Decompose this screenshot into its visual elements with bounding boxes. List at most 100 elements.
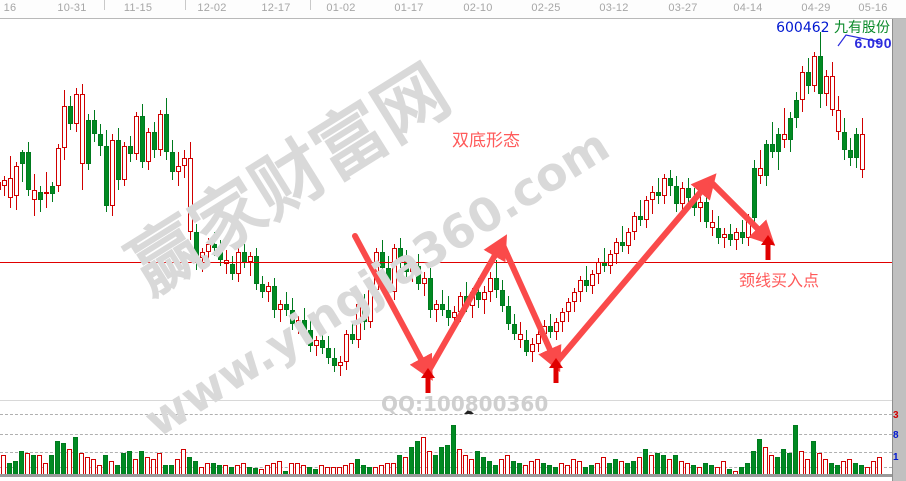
candle (620, 226, 625, 252)
candle-body (650, 192, 655, 200)
candle (572, 288, 577, 312)
candle-body (38, 192, 43, 200)
candle (734, 228, 739, 250)
candle-body (356, 304, 361, 340)
volume-bar (181, 449, 186, 477)
neckline-level (0, 262, 892, 263)
candle (308, 320, 313, 352)
volume-bar (73, 437, 78, 477)
candle-body (386, 268, 391, 292)
candle-body (164, 114, 169, 152)
candle (536, 330, 541, 352)
candle (764, 140, 769, 186)
candle (698, 196, 703, 222)
candle (92, 110, 97, 142)
candle (476, 278, 481, 308)
candle-wick (772, 122, 773, 158)
candle-body (488, 278, 493, 292)
candle-body (842, 132, 847, 150)
volume-bar (445, 445, 450, 477)
candle-body (296, 320, 301, 324)
candle-body (230, 264, 235, 274)
volume-pane[interactable] (0, 400, 892, 481)
candle-body (272, 286, 277, 310)
volume-bar (421, 437, 426, 477)
candle (152, 122, 157, 158)
candle (794, 92, 799, 128)
candle-body (830, 76, 835, 110)
candle (176, 152, 181, 186)
candle-body (566, 302, 571, 312)
right-scrollbar-strip[interactable] (892, 19, 906, 481)
candle-body (338, 362, 343, 366)
candle (62, 90, 67, 160)
candle-wick (280, 300, 281, 322)
date-tick-1: 10-31 (57, 2, 87, 14)
candle (512, 314, 517, 340)
candle-body (98, 134, 103, 146)
candle-body (92, 120, 97, 134)
candle-body (620, 242, 625, 246)
candle (170, 140, 175, 180)
candle-body (614, 242, 619, 254)
candle (584, 266, 589, 292)
candle-wick (202, 248, 203, 272)
candle-body (536, 334, 541, 344)
candle-wick (724, 228, 725, 248)
candle (50, 182, 55, 202)
candle (296, 316, 301, 334)
candle (680, 182, 685, 212)
candle-body (350, 334, 355, 340)
date-tick-4: 12-17 (261, 2, 291, 14)
candle-body (596, 262, 601, 274)
candle (500, 280, 505, 312)
candle (0, 172, 1, 200)
candle-body (572, 292, 577, 302)
candle (818, 32, 823, 108)
candle (566, 298, 571, 322)
candle (218, 240, 223, 266)
candle (230, 256, 235, 280)
date-tick-0: 16 (3, 2, 17, 14)
candle-body (374, 252, 379, 290)
candle-body (80, 94, 85, 164)
candle-body (68, 106, 73, 124)
candle-wick (424, 272, 425, 296)
candle (440, 290, 445, 316)
candle (836, 96, 841, 140)
candle-body (848, 150, 853, 158)
candle (518, 322, 523, 348)
candle-body (140, 116, 145, 162)
candle-body (518, 334, 523, 340)
candle (548, 314, 553, 338)
candle (692, 188, 697, 216)
candle-body (368, 290, 373, 322)
candle-body (158, 114, 163, 150)
candle (752, 160, 757, 228)
candle (104, 130, 109, 212)
candle-body (752, 168, 757, 218)
candle (848, 138, 853, 166)
candle (632, 212, 637, 240)
candle (122, 142, 127, 186)
candle-body (416, 266, 421, 284)
candle-body (836, 110, 841, 132)
candle-body (380, 252, 385, 268)
candle-body (806, 72, 811, 86)
candle-body (560, 312, 565, 322)
candle (248, 252, 253, 276)
candle-body (242, 252, 247, 262)
price-candlestick-pane[interactable] (0, 19, 892, 400)
candle (134, 112, 139, 160)
candle-body (482, 292, 487, 300)
candle (242, 244, 247, 268)
candle (656, 178, 661, 204)
candle-body (668, 178, 673, 186)
candle (236, 246, 241, 282)
candle-body (146, 132, 151, 162)
candle (362, 294, 367, 330)
candle-body (680, 188, 685, 204)
candle-body (110, 140, 115, 206)
candle-body (74, 94, 79, 124)
